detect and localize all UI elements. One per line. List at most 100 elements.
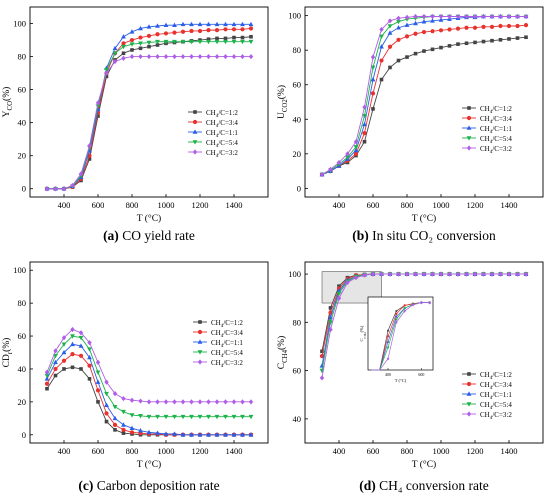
data-point — [121, 431, 126, 435]
legend-entry-label: CH4/C=1:2 — [480, 371, 512, 381]
x-tick-label: 1000 — [158, 200, 175, 210]
data-point — [138, 46, 143, 51]
data-point — [405, 55, 409, 59]
legend-entry-label: CH4/C=3:2 — [480, 411, 512, 421]
data-point — [163, 31, 169, 36]
plot-frame — [304, 6, 544, 198]
y-tick-label: 100 — [288, 269, 301, 279]
data-point — [320, 349, 324, 354]
data-point — [206, 414, 211, 420]
data-point — [413, 20, 418, 26]
y-tick-label: 60 — [293, 80, 302, 90]
data-point — [464, 25, 469, 30]
data-point — [206, 39, 211, 45]
data-point — [404, 34, 410, 39]
data-point — [515, 13, 520, 20]
data-point — [370, 76, 376, 82]
data-point — [345, 279, 350, 286]
data-point — [87, 347, 92, 352]
data-point — [61, 342, 67, 347]
data-point — [248, 399, 254, 405]
data-point — [44, 376, 50, 381]
caption-letter: (a) — [103, 228, 119, 243]
data-point — [62, 367, 66, 371]
series-4 — [44, 334, 254, 420]
legend: CH4/C=1:2CH4/C=3:4CH4/C=1:1CH4/C=5:4CH4/… — [188, 109, 238, 159]
data-point — [379, 34, 384, 39]
data-point — [113, 428, 117, 432]
data-point — [121, 55, 126, 61]
x-tick-label: 400 — [333, 200, 346, 210]
data-point — [147, 44, 151, 49]
y-tick-label: 80 — [293, 45, 302, 55]
data-point — [328, 320, 333, 325]
legend-marker — [197, 350, 203, 355]
data-point — [506, 13, 512, 20]
data-point — [404, 271, 410, 277]
y-tick-label: 40 — [293, 114, 302, 124]
legend-entry-label: CH4/C=1:2 — [206, 109, 238, 119]
data-point — [87, 157, 92, 161]
data-point — [430, 47, 435, 52]
data-point — [206, 21, 211, 27]
data-point — [61, 186, 67, 192]
data-point — [70, 334, 75, 339]
data-point — [87, 363, 92, 368]
data-point — [146, 24, 152, 29]
y-axis-label: CCH4(%) — [276, 336, 289, 370]
data-point — [481, 24, 486, 29]
data-point — [240, 21, 245, 27]
x-tick-label: 1400 — [501, 200, 518, 210]
data-point — [319, 363, 325, 368]
data-point — [379, 77, 384, 82]
data-point — [481, 39, 486, 44]
data-point — [96, 114, 100, 118]
legend: CH4/C=1:2CH4/C=3:4CH4/C=1:1CH4/C=5:4CH4/… — [462, 105, 512, 155]
data-point — [197, 399, 203, 405]
data-point — [370, 271, 376, 277]
x-tick-label: 600 — [367, 446, 380, 456]
data-point — [473, 40, 477, 45]
data-point — [489, 271, 495, 277]
data-point — [248, 26, 254, 31]
data-point — [214, 414, 220, 420]
data-point — [146, 414, 152, 420]
data-point — [129, 37, 135, 43]
data-point — [53, 359, 58, 365]
data-point — [447, 27, 452, 32]
y-tick-label: 60 — [18, 331, 27, 341]
data-point — [438, 28, 444, 33]
legend-marker — [192, 140, 198, 145]
data-point — [189, 21, 194, 27]
legend-marker — [467, 372, 471, 376]
x-axis-label: T (°C) — [137, 459, 161, 470]
data-point — [248, 53, 254, 60]
x-tick-label: 800 — [126, 200, 139, 210]
data-point — [121, 427, 126, 432]
inset-data-point — [403, 304, 406, 307]
data-point — [387, 271, 393, 277]
panel-caption: (d) CH₄ conversion rate — [359, 478, 489, 493]
data-point — [223, 432, 228, 437]
legend-marker — [466, 402, 472, 407]
data-point — [130, 48, 134, 52]
data-point — [214, 399, 220, 405]
data-point — [146, 53, 152, 60]
data-point — [70, 365, 75, 370]
data-point — [413, 51, 418, 56]
data-point — [472, 13, 478, 20]
inset-data-point — [428, 300, 431, 305]
data-point — [379, 58, 384, 63]
legend-entry-label: CH4/C=5:4 — [211, 349, 243, 359]
y-tick-label: 0 — [22, 430, 26, 440]
y-axis-label: YCO(%) — [1, 87, 14, 118]
y-tick-label: 80 — [18, 298, 27, 308]
x-tick-label: 800 — [126, 446, 139, 456]
data-point — [70, 341, 75, 347]
data-point — [489, 13, 495, 20]
legend-entry-label: CH4/C=3:2 — [211, 359, 243, 369]
legend-marker — [197, 359, 203, 365]
data-point — [112, 45, 118, 51]
legend-marker — [193, 110, 197, 114]
data-point — [112, 58, 118, 65]
